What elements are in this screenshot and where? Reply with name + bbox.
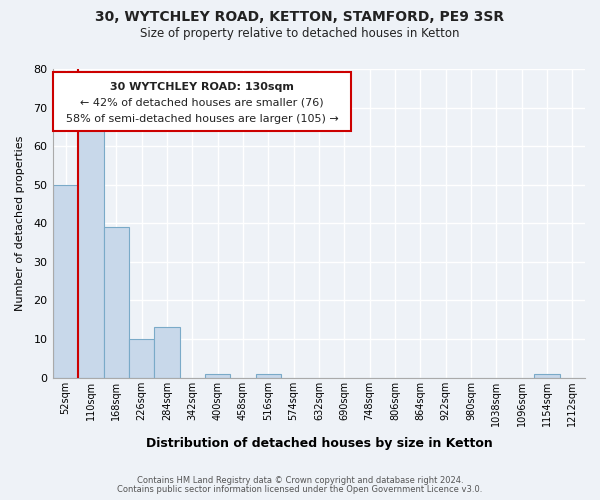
Bar (256, 374, 281, 378)
Text: Size of property relative to detached houses in Ketton: Size of property relative to detached ho… (140, 28, 460, 40)
Y-axis label: Number of detached properties: Number of detached properties (15, 136, 25, 311)
Text: Contains HM Land Registry data © Crown copyright and database right 2024.: Contains HM Land Registry data © Crown c… (137, 476, 463, 485)
Bar (79, 123, 104, 378)
Bar (154, 328, 179, 378)
X-axis label: Distribution of detached houses by size in Ketton: Distribution of detached houses by size … (146, 437, 493, 450)
Bar (104, 227, 129, 378)
Text: 30 WYTCHLEY ROAD: 130sqm: 30 WYTCHLEY ROAD: 130sqm (110, 82, 294, 92)
Text: 30, WYTCHLEY ROAD, KETTON, STAMFORD, PE9 3SR: 30, WYTCHLEY ROAD, KETTON, STAMFORD, PE9… (95, 10, 505, 24)
Text: 58% of semi-detached houses are larger (105) →: 58% of semi-detached houses are larger (… (65, 114, 338, 124)
Bar (53, 184, 79, 378)
Text: Contains public sector information licensed under the Open Government Licence v3: Contains public sector information licen… (118, 485, 482, 494)
Bar (535, 374, 560, 378)
Text: ← 42% of detached houses are smaller (76): ← 42% of detached houses are smaller (76… (80, 98, 324, 108)
Bar (129, 339, 154, 378)
Bar (205, 374, 230, 378)
